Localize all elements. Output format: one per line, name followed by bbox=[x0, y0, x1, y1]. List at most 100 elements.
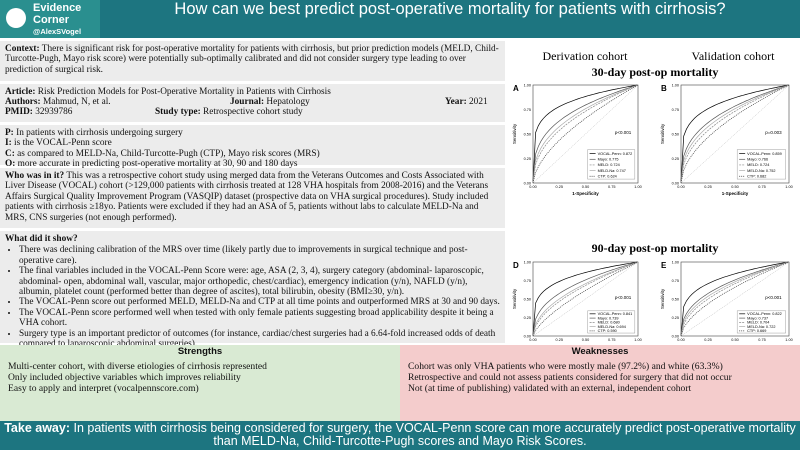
row-title: 30-day post-op mortality bbox=[592, 65, 719, 79]
legend-label: MELD-Na: 0.694 bbox=[598, 325, 626, 329]
roc-curve bbox=[532, 261, 639, 337]
what: What did it show?There was declining cal… bbox=[0, 231, 505, 349]
label: O: bbox=[5, 159, 16, 170]
panel-letter: A bbox=[513, 84, 519, 93]
roc-curve bbox=[532, 261, 639, 337]
text: This was a retrospective cohort study us… bbox=[5, 171, 489, 223]
tick-label: 1.00 bbox=[672, 83, 679, 87]
roc-curve bbox=[680, 261, 790, 337]
tick-label: 1.00 bbox=[785, 185, 792, 189]
roc-curve bbox=[680, 84, 790, 184]
tick-label: 0.50 bbox=[731, 338, 738, 342]
legend-label: MELD-Na: 0.752 bbox=[747, 169, 775, 173]
pico-row: I: is the VOCAL-Penn score bbox=[5, 138, 500, 148]
legend-label: Mayo: 0.766 bbox=[747, 158, 768, 162]
text: Risk Prediction Models for Post-Operativ… bbox=[37, 87, 331, 97]
roc-curve bbox=[532, 261, 639, 337]
legend-box bbox=[587, 149, 636, 180]
reference-line bbox=[680, 84, 790, 184]
legend-label: MELD: 0.724 bbox=[598, 163, 620, 167]
label: What did it show? bbox=[5, 234, 78, 244]
tick-label: 0.75 bbox=[524, 279, 531, 283]
roc-curve bbox=[680, 84, 790, 184]
item: Multi-center cohort, with diverse etiolo… bbox=[8, 360, 267, 372]
tick-label: 0.75 bbox=[672, 279, 679, 283]
tick-label: 0.00 bbox=[677, 338, 684, 342]
text: 32939786 bbox=[35, 107, 73, 118]
tick-label: 1.00 bbox=[672, 260, 679, 264]
tick-label: 1.00 bbox=[785, 338, 792, 342]
tick-label: 0.25 bbox=[672, 316, 679, 320]
legend-label: MELD-Na: 0.722 bbox=[747, 325, 775, 329]
item: Retrospective and could not assess patie… bbox=[408, 371, 732, 383]
roc-curve bbox=[680, 261, 790, 337]
tick-label: 1.00 bbox=[524, 260, 531, 264]
legend-label: CTP: 0.590 bbox=[598, 329, 617, 333]
title: How can we best predict post-operative m… bbox=[174, 0, 726, 18]
context: Context: There is significant risk for p… bbox=[0, 41, 505, 81]
roc-curve bbox=[532, 84, 639, 184]
label: P: bbox=[5, 128, 14, 138]
logo: Evidence Corner @AlexSVogel bbox=[0, 0, 100, 38]
legend-label: VOCAL-Penn: 0.859 bbox=[747, 152, 782, 156]
tick-label: 0.00 bbox=[677, 185, 684, 189]
label: Journal: bbox=[230, 97, 265, 108]
header bbox=[0, 0, 800, 38]
tick-label: 0.25 bbox=[672, 157, 679, 161]
tick-label: 0.50 bbox=[582, 185, 589, 189]
article: Article: Risk Prediction Models for Post… bbox=[0, 84, 505, 122]
tick-label: 0.50 bbox=[524, 132, 531, 136]
p-value: p<0.001 bbox=[765, 295, 782, 300]
takeaway: Take away: In patients with cirrhosis be… bbox=[0, 421, 800, 450]
tick-label: 1.00 bbox=[524, 83, 531, 87]
label: Year: bbox=[445, 97, 467, 108]
roc-curve bbox=[532, 261, 639, 337]
bullet: The VOCAL-Penn score out performed MELD,… bbox=[19, 297, 500, 307]
x-label: 1-Specificity bbox=[722, 191, 749, 196]
tick-label: 0.00 bbox=[524, 334, 531, 338]
tick-label: 0.50 bbox=[672, 132, 679, 136]
bullets: There was declining calibration of the M… bbox=[5, 245, 500, 349]
figure: Derivation cohort Validation cohort 30-day… bbox=[512, 49, 793, 342]
legend-label: VOCAL-Penn: 0.872 bbox=[598, 152, 633, 156]
weaknesses: Weaknesses Cohort was only VHA patients w… bbox=[400, 345, 800, 421]
heading: Weaknesses bbox=[571, 346, 629, 357]
tick-label: 0.25 bbox=[556, 185, 563, 189]
column-title: Derivation cohort bbox=[543, 49, 629, 63]
roc-curve bbox=[532, 84, 639, 184]
tick-label: 0.50 bbox=[731, 185, 738, 189]
tick-label: 0.25 bbox=[556, 338, 563, 342]
panel-letter: B bbox=[661, 84, 667, 93]
roc-curve bbox=[680, 261, 790, 337]
panel-letter: E bbox=[661, 261, 667, 270]
roc-curve bbox=[680, 84, 790, 184]
label: PMID: bbox=[5, 107, 33, 118]
legend-label: MELD: 0.704 bbox=[747, 321, 769, 325]
pico-row: O: more accurate in predicting post-oper… bbox=[5, 159, 500, 169]
legend-label: CTP: 0.682 bbox=[747, 175, 766, 179]
roc-curve bbox=[532, 84, 639, 184]
tick-label: 0.00 bbox=[529, 185, 536, 189]
roc-curve bbox=[680, 84, 790, 184]
y-label: Sensitivity bbox=[512, 123, 517, 144]
tick-label: 0.25 bbox=[704, 185, 711, 189]
roc-curve bbox=[680, 261, 790, 337]
legend-label: Mayo: 0.737 bbox=[747, 316, 768, 320]
roc-curve bbox=[532, 84, 639, 184]
legend-label: VOCAL-Penn: 0.822 bbox=[747, 312, 782, 316]
legend-label: MELD: 0.680 bbox=[598, 321, 620, 325]
tick-label: 0.50 bbox=[524, 297, 531, 301]
tick-label: 0.50 bbox=[672, 297, 679, 301]
tick-label: 0.00 bbox=[672, 334, 679, 338]
text: In patients with cirrhosis being conside… bbox=[73, 421, 796, 448]
legend-label: MELD: 0.724 bbox=[747, 163, 769, 167]
tick-label: 0.00 bbox=[524, 181, 531, 185]
pico-row: C: as compared to MELD-Na, Child-Turcott… bbox=[5, 149, 500, 159]
handle: @AlexSVogel bbox=[33, 27, 82, 36]
legend-box bbox=[736, 149, 786, 180]
row-title: 90-day post-op mortality bbox=[592, 241, 719, 255]
tick-label: 0.75 bbox=[758, 185, 765, 189]
text: Hepatology bbox=[266, 97, 310, 108]
roc-curve bbox=[680, 84, 790, 184]
